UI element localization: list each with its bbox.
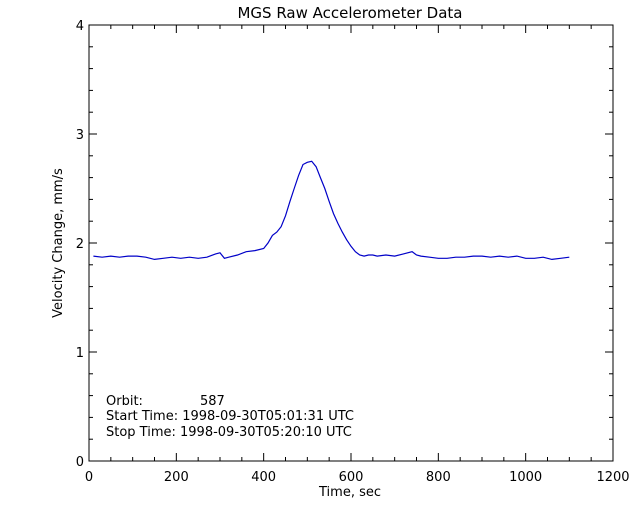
y-tick-label: 4 [76, 19, 84, 34]
ticks-layer: 0 200 400 600 800 1000 1200 0 1 2 3 4 [76, 19, 630, 485]
x-tick-label: 1000 [509, 470, 542, 485]
chart-title: MGS Raw Accelerometer Data [237, 4, 462, 22]
y-axis-label: Velocity Change, mm/s [51, 168, 66, 318]
x-tick-label: 800 [426, 470, 451, 485]
x-tick-label: 400 [251, 470, 276, 485]
y-tick-label: 1 [76, 346, 84, 361]
y-tick-label: 2 [76, 237, 84, 252]
annotation-start-time: Start Time: 1998-09-30T05:01:31 UTC [106, 409, 354, 424]
x-tick-label: 0 [85, 470, 93, 485]
x-tick-label: 200 [164, 470, 189, 485]
y-tick-label: 0 [76, 455, 84, 470]
y-tick-label: 3 [76, 128, 84, 143]
annotation-stop-time: Stop Time: 1998-09-30T05:20:10 UTC [106, 425, 352, 440]
annotation-orbit-value: 587 [200, 394, 225, 409]
x-tick-label: 600 [339, 470, 364, 485]
x-axis-label: Time, sec [318, 485, 381, 500]
x-tick-label: 1200 [596, 470, 629, 485]
series-line [93, 160, 570, 261]
annotation-orbit-label: Orbit: [106, 394, 143, 409]
